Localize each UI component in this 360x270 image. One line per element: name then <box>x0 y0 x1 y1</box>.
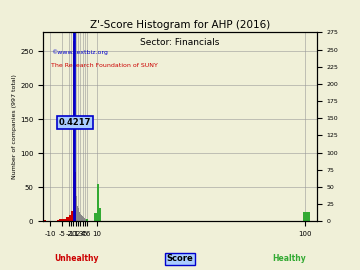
Bar <box>75 173 76 221</box>
Bar <box>80 214 81 221</box>
Bar <box>87 219 88 221</box>
Bar <box>59 219 62 221</box>
Bar <box>76 195 77 221</box>
Bar <box>82 217 83 221</box>
Bar <box>71 211 73 221</box>
Bar <box>73 41 74 221</box>
Bar <box>77 206 78 221</box>
Bar <box>78 210 79 221</box>
Bar <box>62 219 64 221</box>
Bar <box>86 219 87 221</box>
Bar <box>84 218 85 221</box>
Bar <box>64 219 66 221</box>
Text: Sector: Financials: Sector: Financials <box>140 38 220 47</box>
Bar <box>57 220 59 221</box>
Bar <box>303 212 310 221</box>
Bar <box>79 212 80 221</box>
Text: ©www.textbiz.org: ©www.textbiz.org <box>51 49 108 55</box>
Bar <box>81 215 82 221</box>
Text: 0.4217: 0.4217 <box>59 118 91 127</box>
Text: Score: Score <box>167 254 193 264</box>
Bar <box>99 208 101 221</box>
Bar <box>66 217 69 221</box>
Bar <box>94 213 96 221</box>
Bar <box>69 215 71 221</box>
Bar <box>96 184 99 221</box>
Bar <box>74 102 75 221</box>
Bar <box>83 217 84 221</box>
Text: Unhealthy: Unhealthy <box>54 254 99 264</box>
Title: Z'-Score Histogram for AHP (2016): Z'-Score Histogram for AHP (2016) <box>90 20 270 30</box>
Bar <box>43 220 45 221</box>
Text: The Research Foundation of SUNY: The Research Foundation of SUNY <box>51 63 158 68</box>
Text: Healthy: Healthy <box>272 254 306 264</box>
Bar <box>85 219 86 221</box>
Y-axis label: Number of companies (997 total): Number of companies (997 total) <box>12 75 17 179</box>
